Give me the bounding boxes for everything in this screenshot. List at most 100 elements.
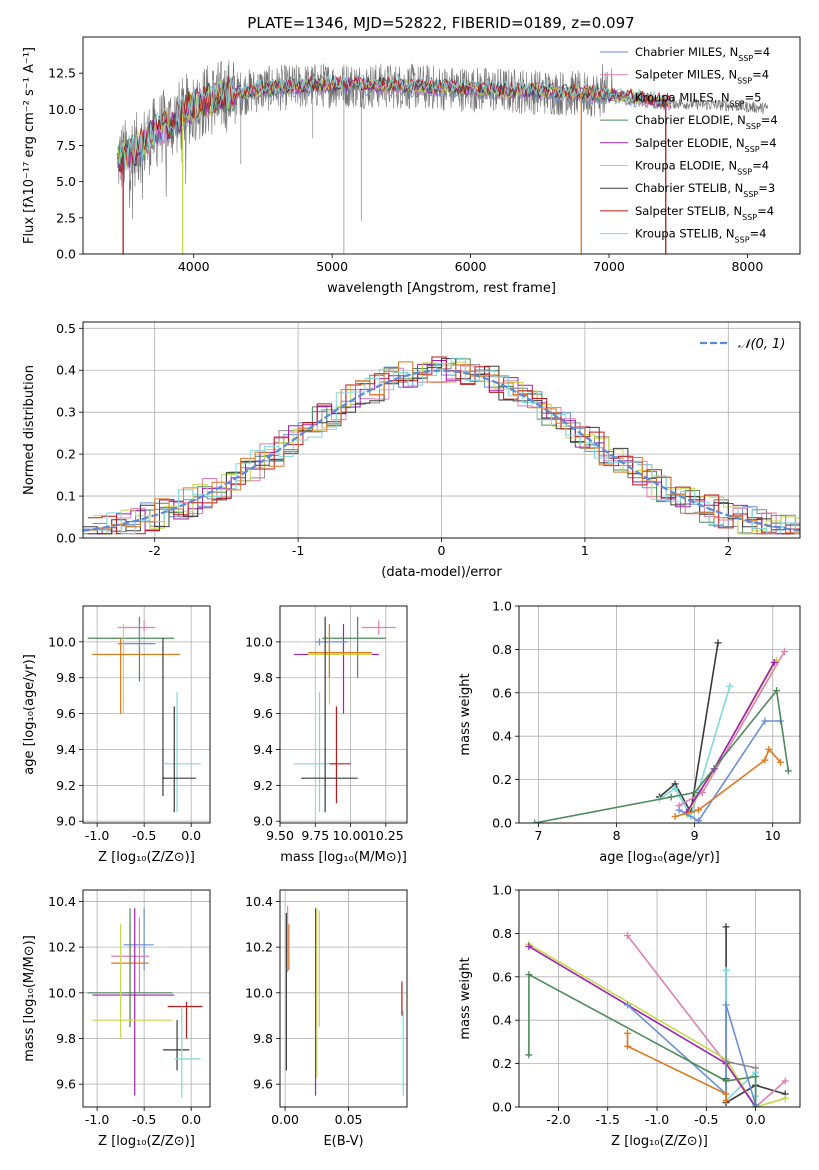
plot-area-weight-vs-Z — [525, 923, 789, 1107]
y-tick-label: 9.4 — [253, 742, 273, 757]
weight-marker — [776, 758, 784, 766]
y-tick-label: 0.6 — [492, 969, 512, 984]
x-tick-label: 9.50 — [266, 828, 294, 843]
weight-marker — [695, 817, 703, 823]
y-tick-label: 10.0 — [48, 634, 76, 649]
y-tick-label: 7.5 — [56, 138, 76, 153]
residual-histogram — [83, 361, 800, 535]
weight-marker — [770, 658, 778, 666]
weight-marker — [691, 789, 699, 797]
y-tick-label: 9.8 — [56, 670, 76, 685]
axes-frame — [518, 889, 801, 1108]
y-tick-label: 9.4 — [56, 742, 76, 757]
panel-spectrum: 4000 5000 6000 7000 8000 0.0 2.5 5.0 7.5 10.0 12.5… — [22, 36, 801, 296]
y-tick-label: 10.4 — [48, 894, 76, 909]
weight-marker — [714, 639, 722, 647]
weight-marker — [722, 1001, 730, 1009]
legend-label: Salpeter STELIB, NSSP=4 — [635, 204, 774, 222]
weight-marker — [752, 1103, 760, 1107]
weight-line — [725, 1060, 756, 1069]
y-tick-label: 5.0 — [56, 174, 76, 189]
weight-line — [658, 642, 719, 815]
weight-marker — [726, 682, 734, 690]
legend-label: Chabrier STELIB, NSSP=3 — [635, 181, 775, 199]
plot-area-mass-vs-Z — [87, 908, 203, 1098]
x-tick-label: 0 — [438, 543, 446, 558]
weight-marker — [525, 1051, 533, 1059]
y-tick-label: 0.1 — [56, 489, 76, 504]
y-tick-label: 0.0 — [492, 816, 512, 831]
y-tick-label: 0.4 — [492, 729, 512, 744]
y-tick-label: 0.2 — [492, 1056, 512, 1071]
y-tick-label: 10.0 — [245, 634, 273, 649]
x-tick-label: -1.0 — [85, 828, 109, 843]
y-tick-label: 9.6 — [253, 1077, 273, 1092]
legend-label: Salpeter ELODIE, NSSP=4 — [635, 136, 777, 154]
legend-label: Kroupa ELODIE, NSSP=4 — [635, 159, 769, 177]
y-tick-label: 0.0 — [56, 531, 76, 546]
x-axis-label: Z [log₁₀(Z/Z⊙)] — [98, 1134, 195, 1149]
plot-area-residuals — [83, 356, 800, 535]
y-tick-label: 2.5 — [56, 210, 76, 225]
y-tick-label: 0.5 — [56, 321, 76, 336]
weight-marker — [623, 932, 631, 940]
panel-mass-vs-Z: -1.0 -0.5 0.0 9.6 9.8 10.0 10.2 10.4 Z [log₁₀(Z/… — [22, 889, 211, 1149]
y-tick-label: 0.4 — [56, 363, 76, 378]
x-tick-label: 0.05 — [335, 1112, 363, 1127]
normal-reference-curve — [83, 369, 800, 532]
axes-frame — [279, 889, 408, 1108]
x-axis-label: (data-model)/error — [381, 565, 502, 580]
y-tick-label: 9.2 — [253, 778, 273, 793]
axes-frame — [82, 605, 211, 824]
x-tick-label: 1 — [581, 543, 589, 558]
x-axis-label: E(B-V) — [323, 1134, 363, 1149]
y-axis-label: mass weight — [458, 673, 473, 755]
weight-marker — [773, 687, 781, 695]
axes-frame — [518, 605, 801, 824]
weight-marker — [695, 806, 703, 814]
weight-marker — [671, 784, 679, 792]
x-tick-label: 0.00 — [271, 1112, 299, 1127]
x-tick-label: 7000 — [593, 259, 625, 274]
y-tick-label: 10.4 — [245, 894, 273, 909]
y-tick-label: 0.0 — [492, 1100, 512, 1115]
y-tick-label: 9.8 — [253, 1031, 273, 1046]
weight-marker — [781, 1094, 789, 1102]
y-tick-label: 0.8 — [492, 642, 512, 657]
y-tick-label: 12.5 — [48, 66, 76, 81]
weight-marker — [752, 1064, 760, 1072]
weight-marker — [722, 1096, 730, 1104]
y-axis-label: mass weight — [458, 957, 473, 1039]
x-axis-label: wavelength [Angstrom, rest frame] — [327, 281, 556, 296]
y-tick-label: 1.0 — [492, 883, 512, 898]
x-tick-label: 9 — [691, 828, 699, 843]
x-tick-label: 6000 — [455, 259, 487, 274]
x-axis-label: mass [log₁₀(M/M⊙)] — [280, 850, 407, 865]
residual-histogram — [87, 356, 800, 535]
x-tick-label: -1.0 — [85, 1112, 109, 1127]
x-tick-label: 0.0 — [181, 828, 201, 843]
weight-line — [678, 720, 781, 822]
legend-label: 𝒩(0, 1) — [738, 337, 785, 352]
axes-frame — [82, 889, 211, 1108]
y-tick-label: 0.6 — [492, 685, 512, 700]
y-tick-label: 10.0 — [48, 102, 76, 117]
y-tick-label: 9.6 — [253, 706, 273, 721]
y-axis-label: age [log₁₀(age/yr)] — [22, 654, 37, 775]
y-tick-label: 10.0 — [245, 985, 273, 1000]
y-tick-label: 10.0 — [48, 985, 76, 1000]
x-tick-label: 10.00 — [333, 828, 369, 843]
plot-area-age-vs-Z — [87, 616, 201, 813]
y-tick-label: 10.2 — [48, 940, 76, 955]
legend-label: Chabrier ELODIE, NSSP=4 — [635, 113, 778, 131]
y-tick-label: 0.2 — [492, 772, 512, 787]
y-tick-label: 0.3 — [56, 405, 76, 420]
weight-marker — [761, 717, 769, 725]
y-tick-label: 9.6 — [56, 1077, 76, 1092]
weight-marker — [531, 819, 539, 823]
x-tick-label: -2.0 — [546, 1112, 570, 1127]
y-tick-label: 10.2 — [245, 940, 273, 955]
weight-marker — [623, 1042, 631, 1050]
x-tick-label: 9.75 — [301, 828, 329, 843]
x-axis-label: Z [log₁₀(Z/Z⊙)] — [98, 850, 195, 865]
